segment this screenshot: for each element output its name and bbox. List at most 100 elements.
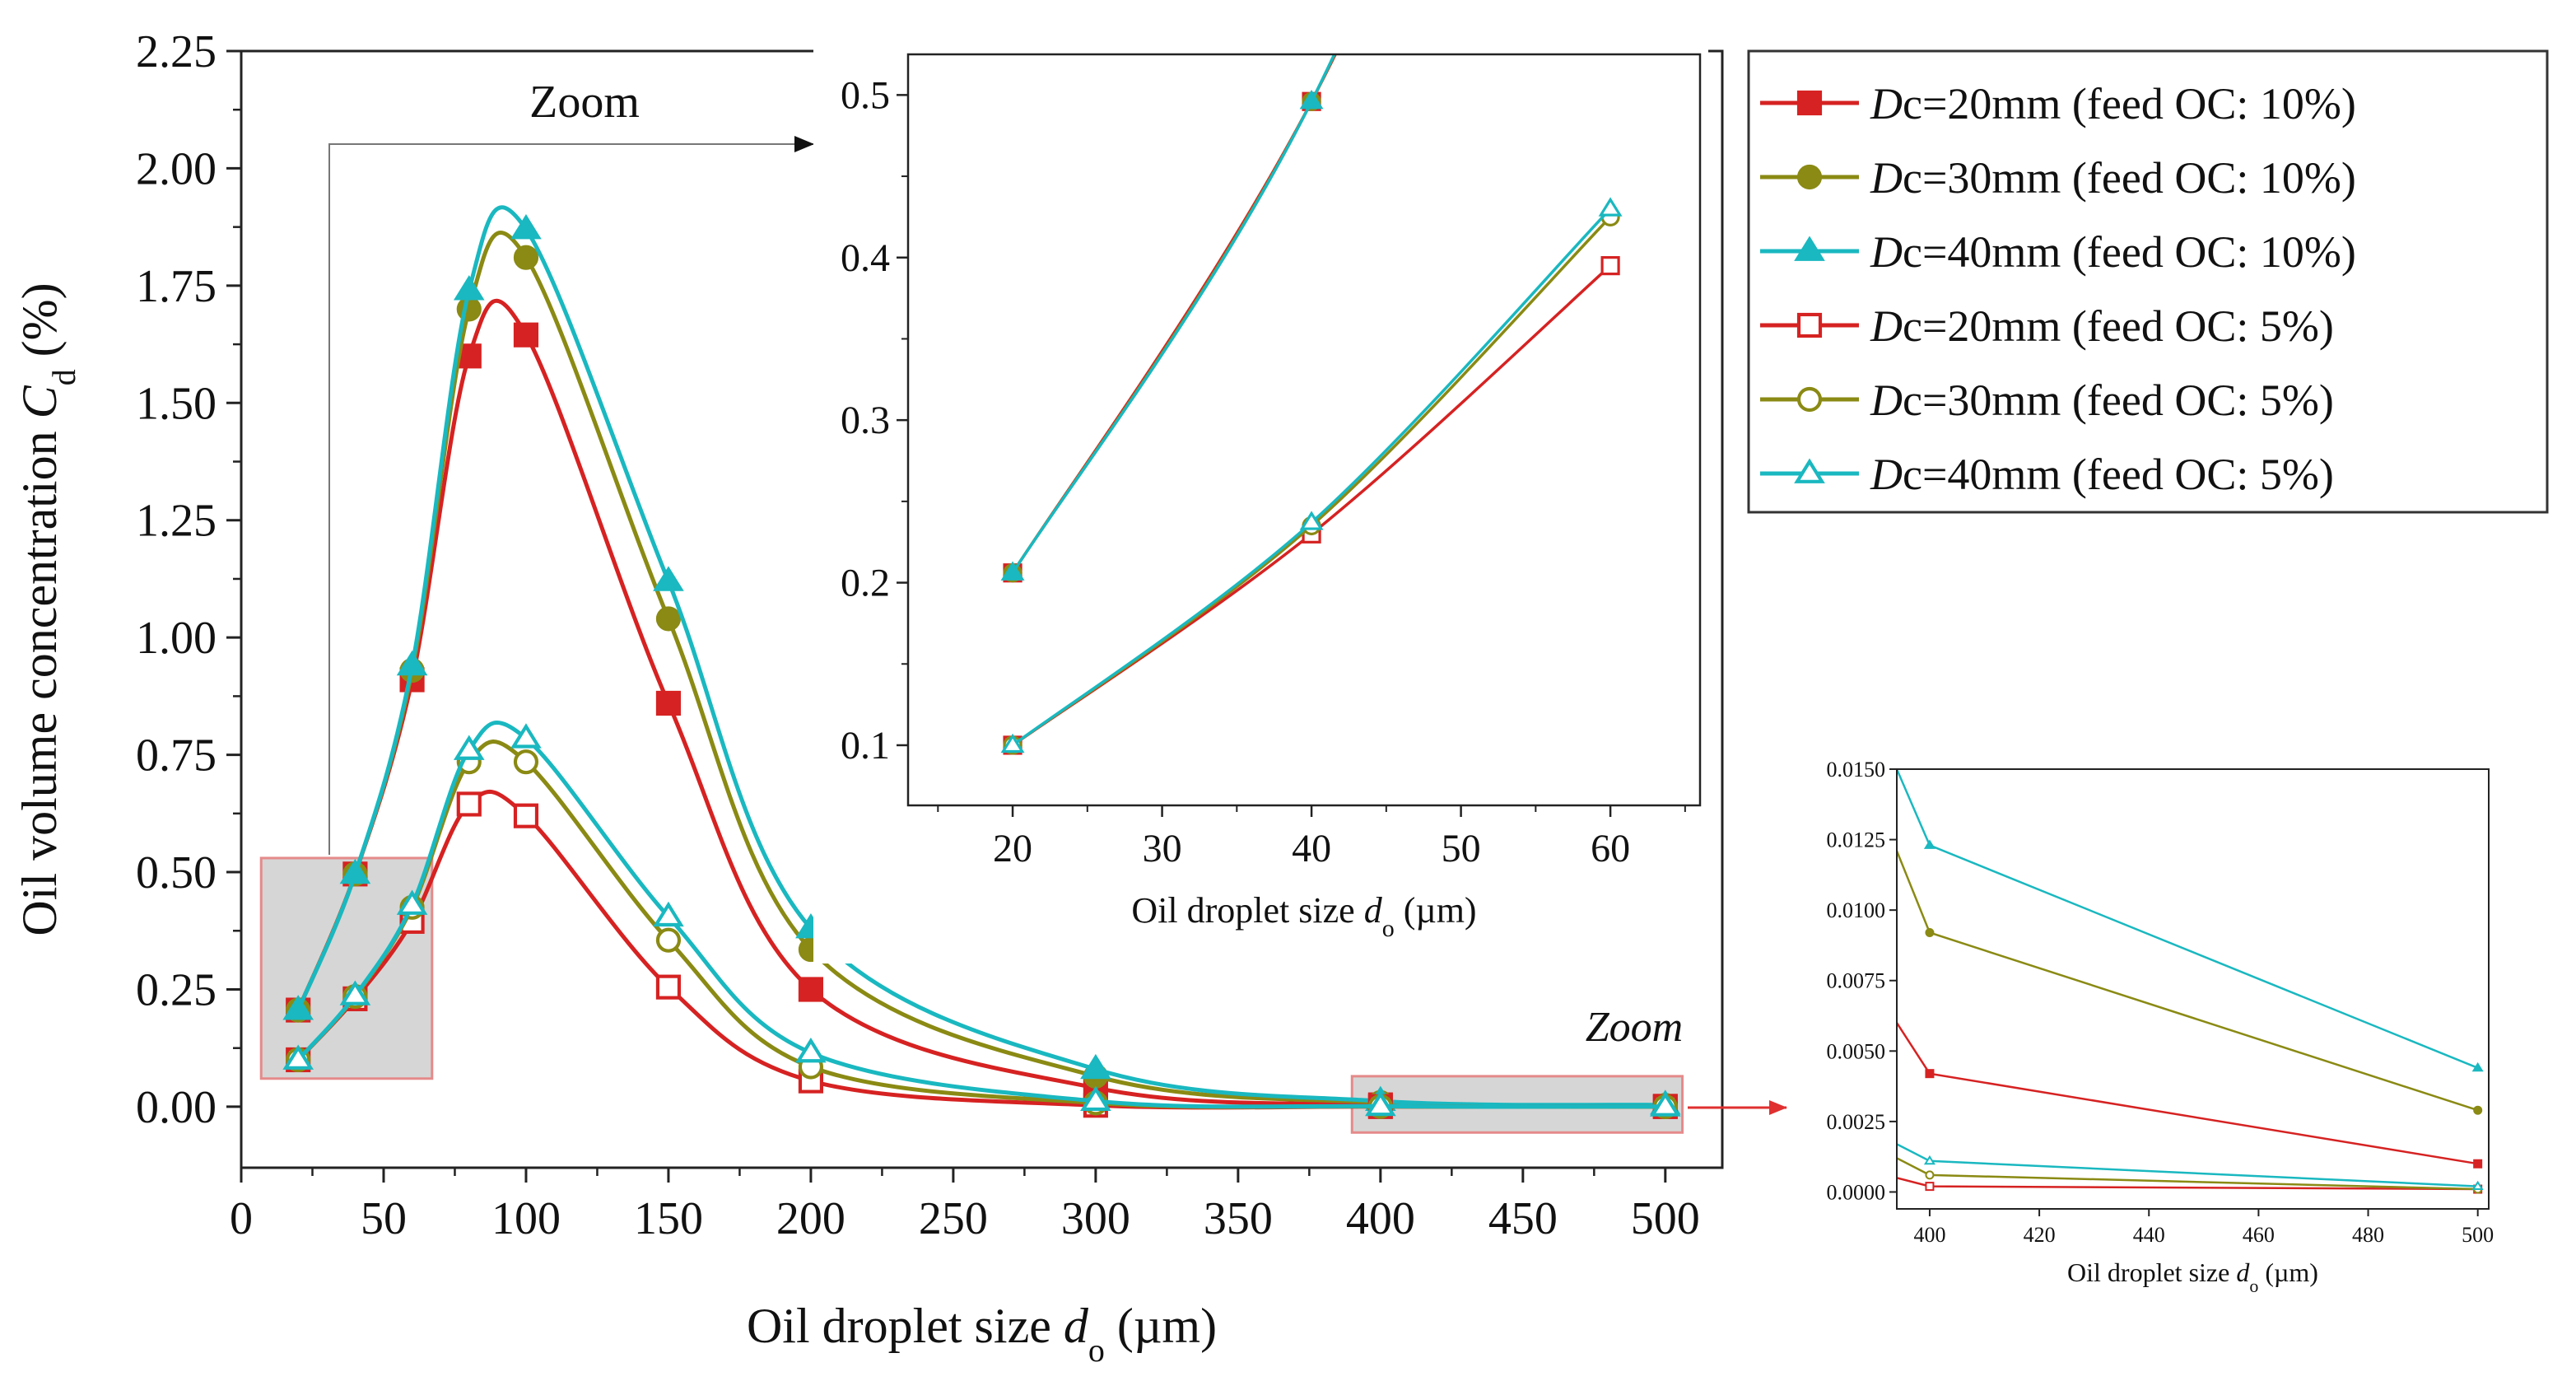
legend-marker: [1796, 90, 1823, 116]
legend-label: Dc=20mm (feed OC: 10%): [1870, 79, 2356, 128]
data-point: [1649, 1091, 1681, 1117]
inset-2-data-point: [1925, 1182, 1935, 1192]
legend-label-prefix: D: [1870, 227, 1903, 277]
inset-2-x-tick-label: 500: [2462, 1223, 2494, 1247]
y-tick-label: 1.50: [136, 378, 217, 429]
inset-2-tick-labels: 400 420 440 460 480 500 0.0000 0.0025 0.0050 0.00…: [1827, 758, 2494, 1247]
inset-1-x-tick-label: 50: [1442, 827, 1481, 870]
inset-1-x-axis-title: Oil droplet size do (µm): [1131, 890, 1476, 942]
inset-2-series-1: [1897, 1022, 2483, 1169]
legend-label: Dc=30mm (feed OC: 5%): [1870, 376, 2334, 425]
legend-label: Dc=40mm (feed OC: 5%): [1870, 450, 2334, 499]
inset-2-series-3: [1897, 768, 2484, 1072]
y-tick-label: 0.50: [136, 847, 217, 898]
series-line: [296, 205, 1665, 1108]
y-tick-label: 2.00: [136, 143, 217, 194]
data-point: [655, 690, 682, 716]
data-point: [282, 995, 314, 1020]
legend-marker: [1794, 458, 1825, 483]
data-point: [513, 245, 539, 270]
inset-2-data-point: [1925, 1170, 1935, 1180]
inset-1-data-point: [1600, 256, 1620, 276]
inset-1-x-tick-label: 20: [993, 827, 1032, 870]
data-point: [396, 650, 428, 676]
inset-1-data-point: [1598, 197, 1623, 217]
data-point: [339, 980, 371, 1005]
legend-label-text: c=30mm (feed OC: 5%): [1903, 376, 2334, 425]
legend-entry-2: Dc=30mm (feed OC: 10%): [1760, 153, 2356, 203]
inset-2-x-tick-label: 480: [2352, 1223, 2384, 1247]
inset-2-data-point: [2471, 1061, 2484, 1072]
inset-2-y-tick-label: 0.0000: [1827, 1180, 1886, 1204]
data-point: [655, 606, 682, 632]
inset-1-axis-ticks: [897, 94, 1686, 817]
main-x-axis-title: Oil droplet size do (µm): [747, 1299, 1217, 1369]
x-tick-label: 350: [1204, 1193, 1273, 1244]
inset-1-y-tick-label: 0.5: [841, 73, 890, 117]
inset-2-data-point: [1925, 928, 1935, 938]
inset-1-frame: [906, 53, 1702, 807]
legend-entry-4: Dc=20mm (feed OC: 5%): [1760, 301, 2334, 351]
inset-1-data-point: [1000, 561, 1025, 581]
data-point: [798, 977, 824, 1002]
data-point: [795, 1037, 827, 1063]
inset-2-y-tick-label: 0.0150: [1827, 758, 1886, 781]
data-point: [1080, 1053, 1111, 1080]
data-point: [339, 858, 371, 884]
x-tick-label: 0: [230, 1193, 253, 1244]
zoom-annotation-1: Zoom: [328, 77, 814, 855]
zoom-region-1: [259, 856, 434, 1080]
data-point: [456, 343, 482, 369]
data-point: [396, 889, 428, 915]
inset-1-background: [813, 48, 1708, 963]
legend-label-text: c=20mm (feed OC: 10%): [1903, 79, 2356, 128]
x-tick-label: 300: [1061, 1193, 1130, 1244]
inset-2-axis-ticks: [1889, 768, 2479, 1216]
x-tick-label: 150: [634, 1193, 703, 1244]
data-point: [653, 566, 684, 591]
inset-1-y-tick-label: 0.4: [841, 236, 890, 280]
y-tick-label: 0.75: [136, 730, 217, 781]
data-point: [1365, 1090, 1396, 1117]
main-tick-labels: 0 50 100 150 200 250 300 350 400 450 500 0.00 0.25 0.…: [136, 26, 1700, 1244]
data-point: [282, 1044, 314, 1070]
data-point: [453, 275, 485, 301]
x-tick-label: 450: [1488, 1193, 1558, 1244]
x-tick-label: 400: [1346, 1193, 1415, 1244]
legend-label-prefix: D: [1870, 301, 1903, 351]
inset-2-y-tick-label: 0.0075: [1827, 969, 1886, 993]
inset-2-data-point: [2473, 1105, 2483, 1115]
inset-2-frame: [1896, 768, 2490, 1210]
inset-1-series-6: [1000, 197, 1623, 753]
data-point: [456, 791, 482, 817]
inset-2-x-tick-label: 440: [2133, 1223, 2165, 1247]
legend-label: Dc=20mm (feed OC: 5%): [1870, 301, 2334, 351]
inset-2-x-axis-title: Oil droplet size do (µm): [2067, 1257, 2318, 1296]
zoom-annotation-2: Zoom: [1586, 1004, 1787, 1115]
legend-label: Dc=30mm (feed OC: 10%): [1870, 153, 2356, 203]
y-tick-label: 1.00: [136, 613, 217, 664]
legend-marker: [1796, 386, 1823, 413]
inset-2-y-tick-label: 0.0025: [1827, 1110, 1886, 1134]
data-point: [513, 322, 539, 348]
x-tick-label: 250: [919, 1193, 988, 1244]
inset-1-x-tick-label: 30: [1143, 827, 1182, 870]
x-tick-label: 50: [361, 1193, 407, 1244]
inset-1-series-group: [1000, 54, 1623, 755]
inset-2-series-2: [1897, 850, 2483, 1115]
inset-1-y-tick-label: 0.2: [841, 562, 890, 605]
legend-label: Dc=40mm (feed OC: 10%): [1870, 227, 2356, 277]
inset-1-tick-labels: 20 30 40 50 60 0.1 0.2 0.3 0.4 0.5: [841, 73, 1630, 870]
legend-box: [1747, 49, 2549, 514]
inset-1-y-tick-label: 0.3: [841, 399, 890, 442]
legend-label-prefix: D: [1870, 376, 1903, 425]
inset-2-data-point: [1923, 839, 1935, 849]
y-tick-label: 1.75: [136, 261, 217, 312]
zoom-label-2: Zoom: [1586, 1004, 1683, 1051]
legend-entries: Dc=20mm (feed OC: 10%)Dc=30mm (feed OC: …: [1760, 79, 2356, 499]
legend-entry-6: Dc=40mm (feed OC: 5%): [1760, 450, 2334, 499]
inset-1-y-tick-label: 0.1: [841, 724, 890, 767]
legend-label-prefix: D: [1870, 153, 1903, 203]
y-tick-label: 0.25: [136, 964, 217, 1015]
main-y-axis-title: Oil volume concentration Cd (%): [12, 282, 82, 935]
